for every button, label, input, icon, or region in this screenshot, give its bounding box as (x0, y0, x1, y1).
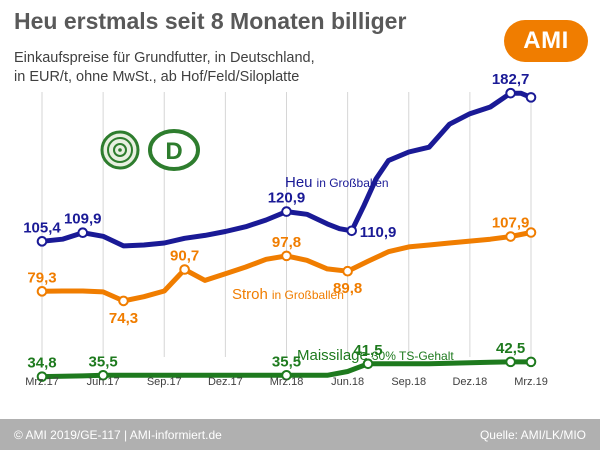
data-label-stroh: 79,3 (27, 269, 56, 286)
x-tick-label: Jun.18 (331, 376, 364, 388)
data-label-heu: 109,9 (64, 211, 102, 228)
data-point-heu (346, 225, 358, 237)
data-point-heu (525, 92, 537, 103)
x-tick-label: Jun.17 (87, 376, 120, 388)
data-point-stroh (525, 227, 537, 238)
data-point-mais (97, 369, 109, 381)
data-label-mais: 34,8 (27, 355, 56, 372)
data-label-mais: 41,5 (353, 342, 382, 359)
data-point-stroh (342, 265, 353, 277)
data-label-stroh: 97,8 (272, 234, 301, 251)
series-label-heu: Heu in Großballen (285, 174, 389, 191)
badge-letter: D (165, 138, 182, 165)
x-tick-label: Dez.17 (208, 376, 243, 388)
data-point-mais (36, 371, 48, 382)
data-label-mais: 35,5 (272, 353, 301, 370)
chart-subtitle-line-2: in EUR/t, ohne MwSt., ab Hof/Feld/Silopl… (14, 69, 300, 85)
data-label-mais: 42,5 (496, 340, 525, 357)
series-line-heu (39, 90, 534, 249)
data-point-stroh (505, 231, 516, 242)
data-label-mais: 35,5 (89, 353, 118, 370)
data-point-heu (36, 236, 48, 247)
data-label-heu: 110,9 (360, 224, 397, 241)
x-tick-label: Mrz.19 (514, 376, 548, 388)
data-point-mais (281, 369, 292, 381)
data-label-stroh: 89,8 (333, 280, 362, 297)
x-tick-label: Sep.17 (147, 376, 182, 388)
vertical-gridlines (41, 92, 532, 357)
hay-bale-icon (100, 130, 140, 170)
data-label-heu: 105,4 (23, 219, 61, 236)
footer-bar: © AMI 2019/GE-117 | AMI-informiert.de Qu… (0, 419, 600, 450)
data-point-heu (77, 227, 89, 238)
germany-d-badge-icon: D (148, 129, 200, 171)
data-point-heu (281, 206, 292, 217)
x-tick-label: Mrz.18 (270, 376, 304, 388)
data-label-heu: 120,9 (268, 190, 306, 207)
x-tick-label: Sep.18 (391, 376, 426, 388)
footer-copyright: © AMI 2019/GE-117 | AMI-informiert.de (14, 428, 222, 442)
footer-source: Quelle: AMI/LK/MIO (479, 428, 586, 442)
data-point-mais (505, 356, 516, 368)
data-point-heu (505, 87, 516, 99)
x-tick-label: Mrz.17 (25, 376, 59, 388)
ami-logo: AMI (504, 20, 588, 62)
series-label-stroh: Stroh in Großballen (232, 286, 344, 303)
data-label-heu: 182,7 (492, 71, 530, 88)
data-label-stroh: 90,7 (170, 247, 199, 264)
series-label-mais: Maissilage 30% TS-Gehalt (297, 347, 454, 364)
chart-title: Heu erstmals seit 8 Monaten billiger (14, 8, 407, 34)
data-point-mais (362, 358, 374, 370)
data-point-mais (525, 356, 537, 368)
data-label-stroh: 107,9 (492, 215, 530, 232)
data-label-stroh: 74,3 (109, 310, 138, 327)
chart-subtitle-line-1: Einkaufspreise für Grundfutter, in Deuts… (14, 50, 315, 66)
data-point-stroh (36, 286, 48, 297)
data-point-stroh (179, 264, 190, 275)
data-point-stroh (118, 295, 129, 307)
data-point-stroh (281, 250, 292, 262)
x-tick-label: Dez.18 (452, 376, 487, 388)
